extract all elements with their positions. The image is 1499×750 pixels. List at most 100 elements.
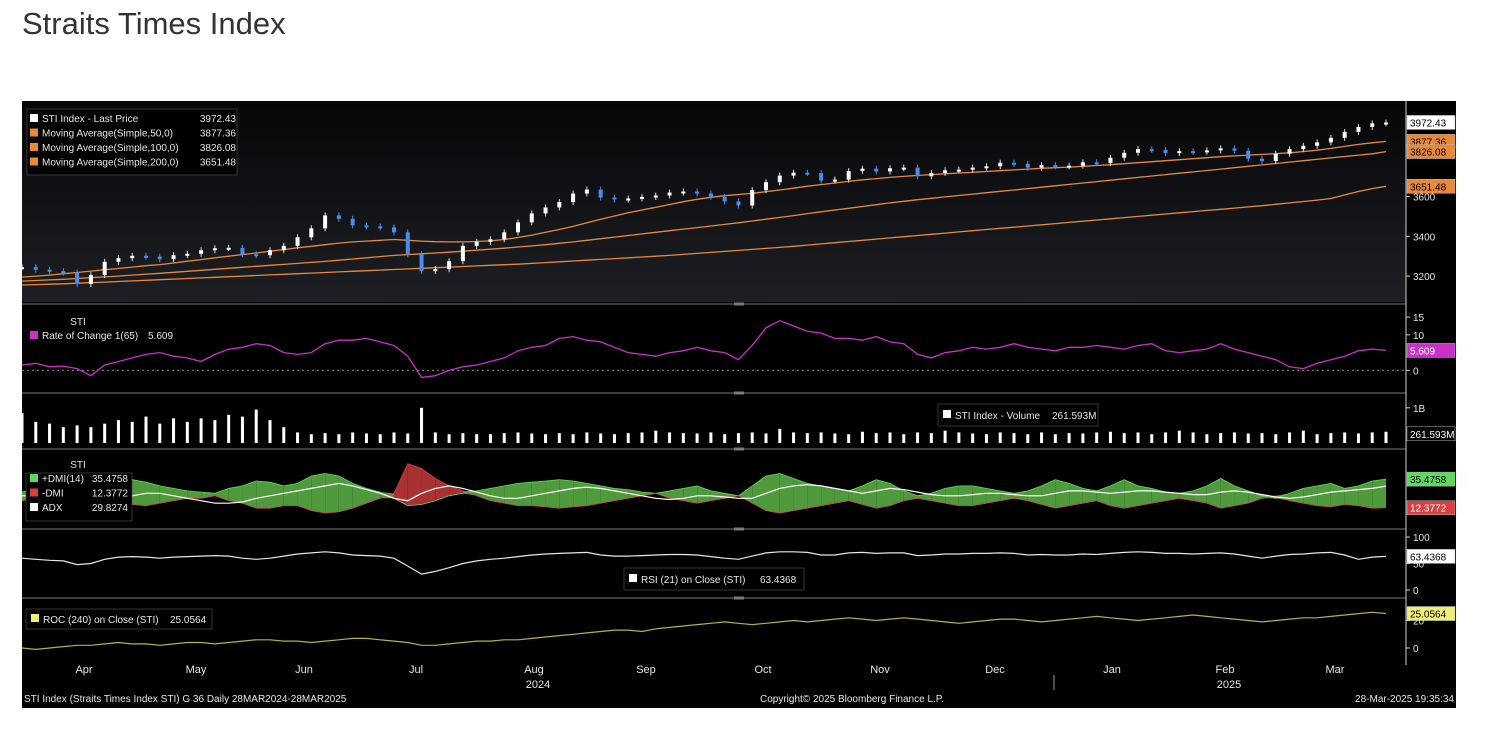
dmi-area-segment [669,488,684,501]
rsi-ytick-1: 50 [1413,560,1425,571]
candle-body [1301,145,1306,150]
candle-body [33,267,38,270]
candle-body [516,222,520,233]
volume-bar [1012,433,1016,443]
candle-body [667,192,672,196]
rsi-ytick-2: 0 [1413,586,1419,597]
dmi-legend-box [25,472,133,522]
candle-body [1328,137,1333,143]
panel-separator-handle-1 [734,391,744,395]
page-title: Straits Times Index [22,6,286,41]
candle-body [1122,152,1127,158]
volume-bar [1136,432,1140,443]
candle-body [502,232,507,240]
candle-body [1356,126,1361,132]
volume-bar [158,423,162,443]
month-label-may: May [186,664,207,676]
volume-bar [199,418,203,443]
volume-bar [420,407,424,443]
candle-body [336,215,341,219]
candle-body [1149,149,1154,152]
volume-bar [1177,430,1181,443]
volume-bar [296,432,300,443]
volume-bar [833,433,837,443]
panel-separator-handle-4 [734,596,744,600]
volume-bar [1164,432,1168,443]
candle-body [1163,149,1168,154]
candle-body [392,227,396,233]
adx-line [22,482,1387,504]
volume-bar [764,433,768,443]
dmi-tag-1-bg [1406,500,1456,515]
rsi-tag-0-bg [1406,549,1456,564]
roc240-legend-box [25,608,213,630]
dmi-area-segment [903,490,918,501]
volume-bar [888,432,892,443]
dmi-area-segment [394,463,408,506]
volume-bar [1301,430,1305,443]
candle-body [447,261,452,270]
candle-body [75,272,80,285]
panel-separator-handle-3 [734,527,744,531]
candle-body [888,168,892,172]
candle-body [1067,165,1072,168]
month-label-feb: Feb [1216,664,1235,676]
month-label-sep: Sep [636,664,656,676]
volume-bar [819,432,823,443]
volume-bar [1205,434,1209,443]
dmi-area-segment [1344,485,1359,506]
volume-bar [282,427,286,443]
candle-body [708,193,713,197]
volume-bar [433,432,437,443]
volume-bar [309,434,313,443]
volume-bar [254,409,258,443]
dmi-area-segment [297,476,312,511]
rsi-legend-label: RSI (21) on Close (STI) [641,575,745,586]
candle-body [557,202,562,208]
legend-label-0-3: Moving Average(Simple,200,0) [42,158,179,169]
candle-body [61,271,66,274]
volume-bar [571,434,575,443]
volume-bar [1081,433,1085,443]
price-tag-0: 3972.43 [1410,118,1447,129]
roc65-tag-0-bg [1406,343,1456,358]
volume-bar [502,433,506,443]
legend-label-3-0: +DMI(14) [42,474,84,485]
candle-body [860,168,865,172]
legend-swatch-3-1 [30,488,38,497]
legend-swatch-3-0 [30,474,38,482]
dmi-area-segment [1317,483,1331,507]
panel-separator-handle-0 [734,302,744,306]
legend-swatch-0-2 [30,143,38,151]
roc65-ytick-2: 0 [1413,366,1419,377]
candle-body [640,196,644,199]
dmi-area-segment [779,473,794,514]
candle-body [281,245,286,251]
volume-bar [640,432,644,443]
volume-bar [1356,433,1360,443]
candle-body [722,196,727,202]
candle-body [791,172,796,176]
dmi-area-segment [752,476,766,511]
candle-body [943,170,948,174]
volume-bar [1260,433,1264,443]
ma-line-2 [22,150,1387,282]
volume-bar [1288,432,1292,443]
volume-bar [1315,434,1319,443]
roc65-line [22,319,1387,379]
candle-body [47,269,52,272]
price-panel-bg [22,101,1406,302]
volume-bar [929,433,933,443]
volume-bar [681,433,685,443]
dmi-tag-0: 35.4758 [1410,475,1447,486]
dmi-area-segment [1234,485,1249,506]
candle-body [240,247,245,255]
volume-bar [557,433,561,443]
volume-bar [1329,433,1333,443]
candle-body [777,175,782,183]
candle-body [571,193,576,203]
dmi-area-segment [1138,485,1152,506]
dmi-area-segment [518,482,532,506]
candle-body [653,195,658,198]
dmi-area-segment [1289,488,1304,504]
